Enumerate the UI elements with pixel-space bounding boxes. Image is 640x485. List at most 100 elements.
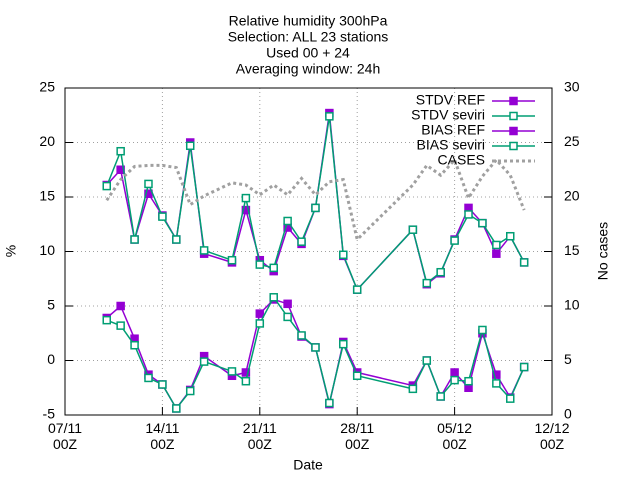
data-point — [102, 181, 111, 191]
data-point — [269, 263, 278, 273]
data-point — [255, 260, 265, 269]
chart-title: Selection: ALL 23 stations — [228, 29, 389, 45]
data-point — [464, 376, 473, 386]
data-point — [325, 112, 334, 121]
y2-tick-label: 30 — [564, 79, 580, 95]
data-point — [269, 293, 278, 302]
y-tick-label: 15 — [39, 188, 55, 204]
data-point — [478, 218, 487, 228]
data-point — [311, 203, 320, 213]
data-point — [116, 321, 125, 330]
data-point — [255, 319, 265, 328]
data-point — [519, 258, 529, 267]
legend-marker — [509, 96, 518, 106]
data-point — [492, 370, 501, 379]
data-point — [408, 225, 418, 234]
chart-title: Averaging window: 24h — [236, 61, 381, 77]
y-tick-label: 5 — [47, 297, 55, 313]
data-point — [339, 250, 348, 260]
data-point — [241, 368, 251, 377]
data-point — [116, 301, 125, 311]
legend-marker — [509, 126, 518, 136]
y2-tick-label: 10 — [564, 297, 580, 313]
data-point — [241, 205, 251, 215]
y2-tick-label: 0 — [564, 406, 572, 422]
data-point — [325, 398, 334, 408]
x-tick-label: 12/12 00Z — [534, 420, 569, 452]
data-point — [130, 340, 139, 350]
y2-tick-label: 20 — [564, 188, 580, 204]
y2-axis-label: No cases — [595, 222, 611, 280]
chart-title: Used 00 + 24 — [266, 45, 350, 61]
data-point — [311, 343, 320, 352]
series-line — [105, 157, 526, 243]
data-point — [199, 357, 209, 366]
data-point — [144, 373, 153, 383]
legend-label: STDV seviri — [411, 107, 485, 123]
data-point — [492, 249, 501, 258]
data-point — [422, 278, 432, 288]
x-tick-label: 14/11 00Z — [145, 420, 179, 452]
y-tick-label: 0 — [47, 351, 55, 367]
y2-tick-label: 15 — [564, 242, 580, 258]
x-tick-label: 21/11 00Z — [243, 420, 277, 452]
y-tick-label: -5 — [43, 406, 56, 422]
data-point — [297, 237, 306, 246]
data-point — [227, 367, 237, 376]
data-point — [492, 379, 501, 388]
data-point — [172, 404, 181, 413]
legend-marker — [509, 141, 518, 151]
data-point — [116, 146, 125, 156]
data-point — [144, 179, 153, 189]
data-point — [408, 384, 418, 394]
data-point — [450, 375, 459, 385]
y-tick-label: 20 — [39, 133, 55, 149]
data-point — [478, 325, 487, 335]
chart-title: Relative humidity 300hPa — [229, 13, 388, 29]
plot-border — [64, 87, 553, 416]
x-tick-label: 05/12 00Z — [437, 420, 472, 452]
y-tick-label: 10 — [39, 242, 55, 258]
data-point — [436, 267, 445, 277]
legend-label: BIAS seviri — [417, 137, 485, 153]
data-point — [130, 235, 139, 244]
data-point — [241, 193, 251, 203]
data-point — [450, 368, 459, 377]
data-point — [339, 339, 348, 349]
data-point — [297, 331, 306, 340]
data-point — [283, 299, 292, 309]
data-point — [506, 394, 515, 403]
data-point — [422, 356, 432, 365]
data-point — [283, 312, 292, 322]
data-point — [464, 210, 473, 219]
x-tick-label: 07/11 00Z — [48, 420, 82, 452]
data-point — [352, 371, 362, 381]
data-point — [283, 216, 292, 226]
data-point — [436, 392, 445, 401]
data-point — [519, 362, 529, 372]
data-point — [158, 380, 167, 389]
x-tick-label: 28/11 00Z — [340, 420, 374, 452]
data-point — [352, 285, 362, 294]
legend-label: STDV REF — [416, 92, 485, 108]
x-axis-label: Date — [293, 457, 323, 473]
data-point — [199, 246, 209, 255]
data-point — [255, 309, 265, 318]
data-point — [450, 236, 459, 245]
data-point — [492, 240, 501, 250]
data-point — [158, 212, 167, 221]
data-point — [506, 231, 515, 241]
data-point — [241, 376, 251, 386]
y-tick-label: 25 — [39, 79, 55, 95]
y2-tick-label: 5 — [564, 351, 572, 367]
data-point — [102, 315, 111, 325]
data-point — [172, 235, 181, 244]
y2-tick-label: 25 — [564, 133, 580, 149]
data-point — [185, 141, 195, 151]
legend-marker — [509, 111, 518, 121]
legend-label: BIAS REF — [421, 122, 485, 138]
y-axis-label: % — [3, 245, 19, 257]
